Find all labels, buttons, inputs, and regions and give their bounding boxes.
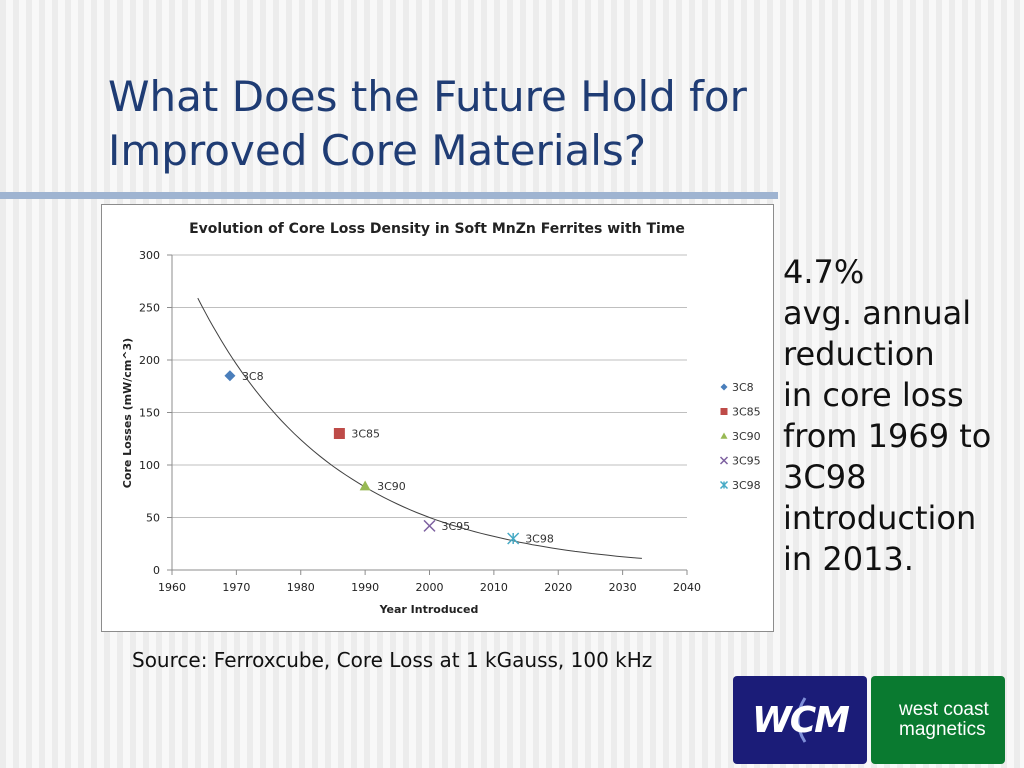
slide-title: What Does the Future Hold for Improved C… bbox=[108, 70, 888, 178]
source-note: Source: Ferroxcube, Core Loss at 1 kGaus… bbox=[132, 648, 653, 672]
note-line: in 2013. bbox=[783, 540, 914, 578]
note-line: 4.7% bbox=[783, 253, 865, 291]
y-tick-label: 200 bbox=[139, 354, 160, 367]
y-tick-label: 150 bbox=[139, 407, 160, 420]
x-tick-label: 1960 bbox=[158, 581, 186, 594]
y-tick-label: 50 bbox=[146, 512, 160, 525]
wcm-logo: WCM bbox=[733, 676, 867, 764]
data-point-3c90 bbox=[359, 480, 371, 491]
west-coast-magnetics-logo: west coast magnetics bbox=[871, 676, 1005, 764]
note-line: reduction bbox=[783, 335, 935, 373]
legend-label: 3C98 bbox=[732, 479, 761, 492]
x-tick-label: 2010 bbox=[480, 581, 508, 594]
legend-marker-3c95-stroke bbox=[719, 456, 729, 465]
trendline-layer bbox=[197, 297, 642, 559]
core-loss-chart: Evolution of Core Loss Density in Soft M… bbox=[121, 221, 761, 616]
data-label: 3C95 bbox=[442, 520, 471, 533]
legend-label: 3C85 bbox=[732, 406, 761, 419]
note-line: 3C98 bbox=[783, 458, 867, 496]
logo-line-1: west coast bbox=[899, 699, 989, 720]
legend-label: 3C95 bbox=[732, 455, 761, 468]
title-divider bbox=[0, 192, 778, 199]
y-tick-label: 0 bbox=[153, 564, 160, 577]
wcm-logo-swoosh-icon bbox=[796, 697, 807, 743]
legend-marker-3c90 bbox=[720, 432, 728, 439]
x-tick-label: 1990 bbox=[351, 581, 379, 594]
chart-legend: 3C8 3C85 3C90 3C95 3C98 bbox=[719, 381, 761, 492]
annual-reduction-note: 4.7% avg. annual reduction in core loss … bbox=[783, 252, 1019, 580]
west-coast-magnetics-logo-text: west coast magnetics bbox=[899, 700, 999, 740]
data-point-3c85 bbox=[333, 428, 345, 439]
x-tick-label: 1970 bbox=[222, 581, 250, 594]
slide-title-line-2: Improved Core Materials? bbox=[108, 126, 647, 175]
y-tick-label: 250 bbox=[139, 302, 160, 315]
data-point-3c95-stroke bbox=[423, 519, 436, 532]
data-label: 3C90 bbox=[377, 480, 406, 493]
data-label: 3C8 bbox=[242, 370, 264, 383]
x-tick-label: 2020 bbox=[544, 581, 572, 594]
data-point-3c95 bbox=[423, 519, 436, 532]
data-points-layer: 3C8 3C85 3C90 3C95 3C98 bbox=[224, 370, 554, 546]
chart-container: Evolution of Core Loss Density in Soft M… bbox=[101, 204, 774, 632]
legend-marker-3c85 bbox=[720, 408, 728, 415]
x-tick-label: 2000 bbox=[416, 581, 444, 594]
note-line: from 1969 to bbox=[783, 417, 992, 455]
wcm-logo-text: WCM bbox=[752, 700, 850, 741]
x-tick-label: 1980 bbox=[287, 581, 315, 594]
legend-marker-3c8 bbox=[720, 383, 728, 391]
data-label: 3C85 bbox=[351, 428, 380, 441]
legend-marker-3c98 bbox=[719, 480, 729, 490]
legend-label: 3C8 bbox=[732, 381, 754, 394]
chart-axes: 0 50 100 150 200 250 300 1960 1970 1980 1990 2000 20… bbox=[139, 249, 701, 594]
legend-marker-3c95 bbox=[719, 456, 729, 465]
x-tick-label: 2040 bbox=[673, 581, 701, 594]
note-line: avg. annual bbox=[783, 294, 972, 332]
y-tick-label: 300 bbox=[139, 249, 160, 262]
y-axis-label: Core Losses (mW/cm^3) bbox=[121, 338, 134, 488]
chart-title: Evolution of Core Loss Density in Soft M… bbox=[189, 221, 685, 237]
note-line: introduction bbox=[783, 499, 977, 537]
y-tick-label: 100 bbox=[139, 459, 160, 472]
exponential-trendline bbox=[197, 297, 642, 559]
x-axis-label: Year Introduced bbox=[379, 603, 479, 616]
x-tick-label: 2030 bbox=[609, 581, 637, 594]
note-line: in core loss bbox=[783, 376, 964, 414]
data-point-3c98 bbox=[507, 532, 520, 545]
legend-label: 3C90 bbox=[732, 430, 761, 443]
slide-title-line-1: What Does the Future Hold for bbox=[108, 72, 747, 121]
logo-line-2: magnetics bbox=[899, 719, 986, 740]
chart-gridlines bbox=[172, 254, 687, 518]
data-point-3c8 bbox=[224, 370, 236, 382]
data-label: 3C98 bbox=[525, 533, 554, 546]
